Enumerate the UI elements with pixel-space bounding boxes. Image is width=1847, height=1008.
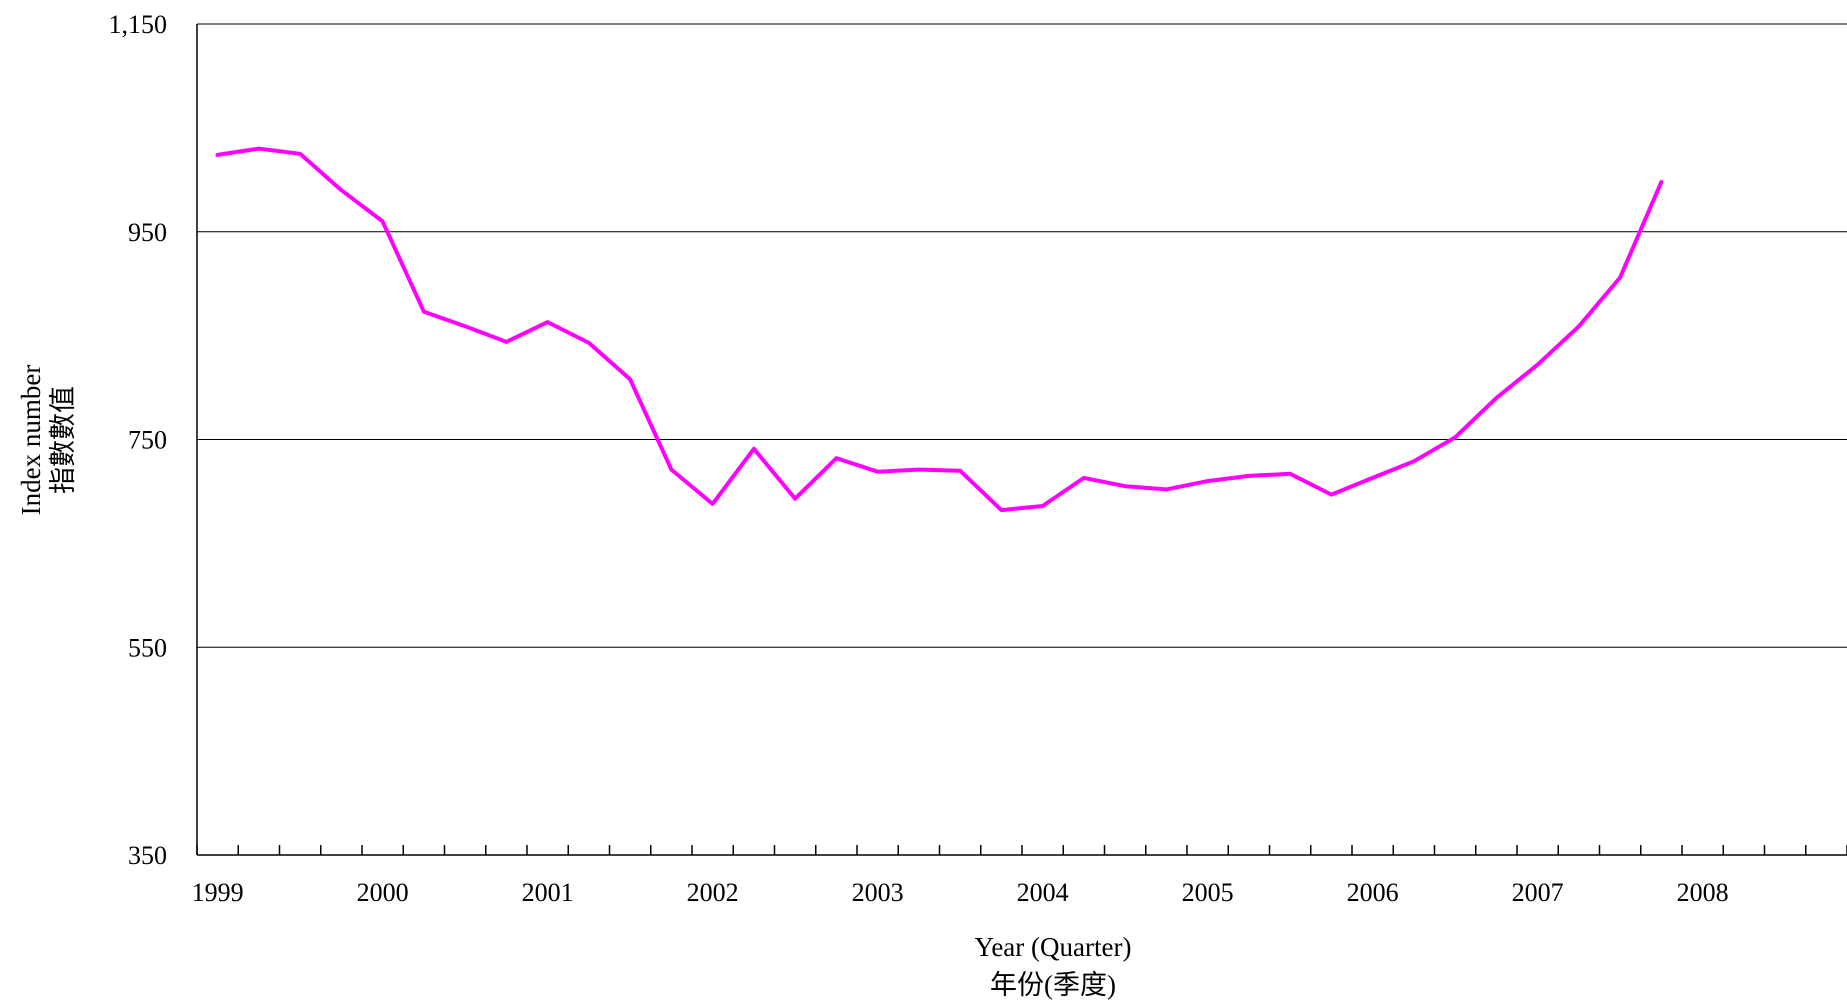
series-line-0 xyxy=(215,146,1664,513)
y-tick-label-350: 350 xyxy=(128,841,167,870)
x-tick-label-2000: 2000 xyxy=(357,878,409,907)
series-layer xyxy=(215,146,1664,513)
y-axis-title-en: Index number xyxy=(16,365,46,516)
y-tick-label-950: 950 xyxy=(128,218,167,247)
x-axis-title-en: Year (Quarter) xyxy=(975,932,1132,962)
x-axis-ticks xyxy=(196,845,1847,855)
y-axis-title-zh: 指數數值 xyxy=(48,386,78,494)
y-tick-label-550: 550 xyxy=(128,633,167,662)
x-tick-label-2005: 2005 xyxy=(1182,878,1234,907)
x-tick-label-2003: 2003 xyxy=(852,878,904,907)
y-tick-label-1,150: 1,150 xyxy=(109,10,168,39)
grid-lines xyxy=(197,23,1847,648)
x-tick-label-2008: 2008 xyxy=(1677,878,1729,907)
y-axis-labels: 350 550 750 950 1,150 xyxy=(109,10,168,870)
x-axis-title-zh: 年份(季度) xyxy=(990,970,1116,1000)
x-tick-label-2002: 2002 xyxy=(687,878,739,907)
x-tick-label-2004: 2004 xyxy=(1017,878,1069,907)
x-tick-label-2006: 2006 xyxy=(1347,878,1399,907)
y-axis-title: Index number 指數數值 xyxy=(16,365,78,516)
x-tick-label-2007: 2007 xyxy=(1512,878,1564,907)
x-axis-labels: 1999 2000 2001 2002 2003 2004 2005 2006 2007 2008 xyxy=(192,878,1729,907)
x-tick-label-2001: 2001 xyxy=(522,878,574,907)
y-tick-label-750: 750 xyxy=(128,426,167,455)
x-tick-label-1999: 1999 xyxy=(192,878,244,907)
